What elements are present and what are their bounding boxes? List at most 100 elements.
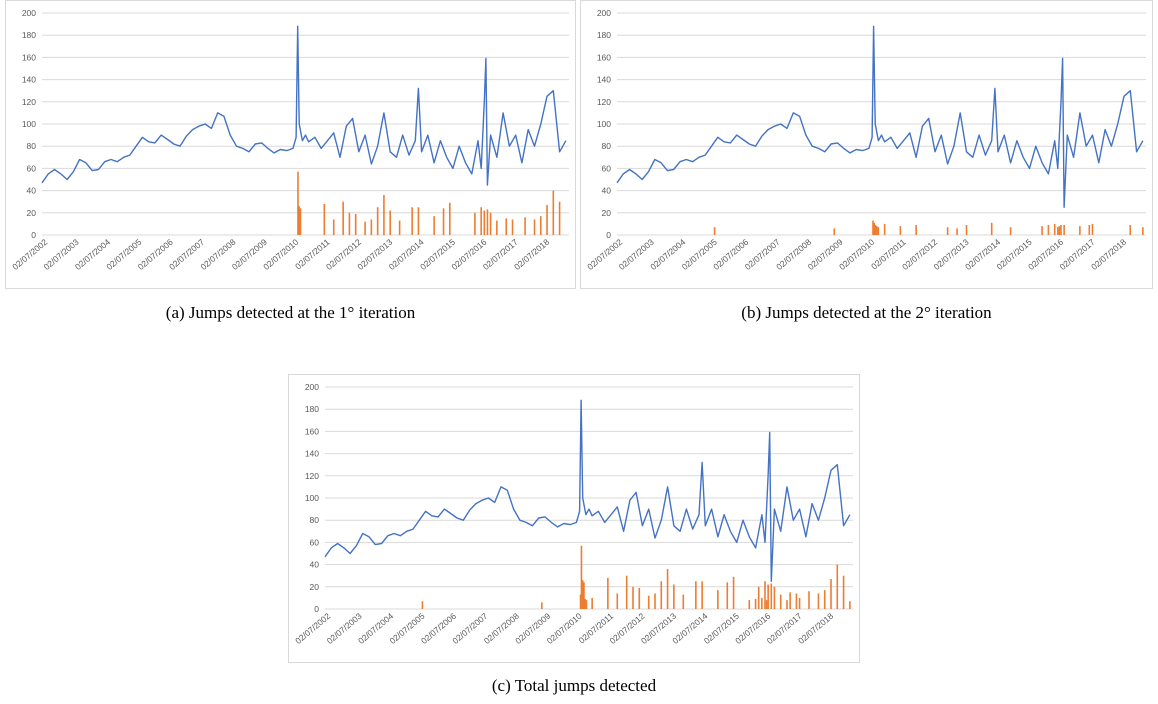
y-tick-label: 140 (597, 75, 611, 85)
chart-panel-a: 0 20 40 60 80 100 120 140 160 180 200 02/07/2002 02/… (5, 0, 576, 289)
jump-bar (795, 593, 798, 609)
jump-bar (480, 207, 482, 235)
jump-bar (1088, 225, 1091, 235)
jump-bar (899, 226, 902, 235)
jump-bar (298, 206, 301, 235)
jump-bar (433, 216, 435, 235)
jump-bar (849, 601, 851, 609)
y-tick-label: 180 (597, 30, 611, 40)
jump-bar (398, 220, 401, 235)
jump-bar (332, 219, 335, 235)
y-tick-label: 60 (27, 163, 37, 173)
jump-bar (754, 599, 757, 609)
y-tick-label: 200 (305, 382, 319, 392)
jump-bar (524, 217, 526, 235)
y-tick-label: 0 (314, 604, 319, 614)
jump-bar (833, 228, 836, 235)
jump-bar (585, 600, 588, 609)
jump-bar (872, 220, 874, 235)
jump-bar (874, 225, 877, 235)
jump-bar (552, 190, 555, 235)
jump-bar (1053, 223, 1056, 235)
jump-bar (695, 581, 697, 609)
y-tick-label: 80 (602, 141, 612, 151)
y-tick-label: 200 (22, 8, 36, 18)
y-tick-label: 40 (27, 186, 37, 196)
jump-bar (1142, 227, 1144, 235)
jump-bar (764, 581, 766, 609)
jump-bar (584, 599, 587, 609)
chart-a-svg: 02040608010012014016018020002/07/200202/… (10, 8, 569, 272)
y-tick-label: 140 (305, 449, 319, 459)
jump-bar (1009, 227, 1012, 235)
jump-bar (673, 584, 675, 609)
jump-bar (842, 575, 845, 609)
jump-bar (511, 219, 514, 235)
caption-b: (b) Jumps detected at the 2° iteration (741, 303, 992, 322)
jump-bar (632, 586, 634, 609)
jump-bar (299, 208, 302, 235)
jump-bar (726, 582, 729, 609)
jump-bar (823, 590, 826, 609)
jump-bar (591, 597, 593, 609)
jump-bar (607, 577, 609, 609)
y-tick-label: 200 (597, 8, 611, 18)
chart-panel-c: 0 20 40 60 80 100 120 140 160 180 200 02/07/2002 02/… (288, 374, 860, 663)
jump-bar (616, 593, 619, 609)
jump-bar (546, 205, 548, 235)
jump-bar (376, 207, 379, 235)
jump-bar (713, 227, 716, 235)
jump-bar (1041, 226, 1043, 235)
jump-bar (297, 171, 299, 235)
jump-bar (389, 210, 391, 235)
jump-bar (1057, 227, 1059, 235)
jump-bar (539, 216, 542, 235)
jump-bar (489, 212, 492, 235)
y-tick-label: 40 (310, 560, 320, 570)
jump-bar (990, 222, 993, 235)
y-tick-label: 0 (606, 230, 611, 240)
jump-bar (580, 545, 583, 609)
jump-bar (483, 210, 486, 235)
y-tick-label: 40 (602, 186, 612, 196)
jump-bar (581, 580, 584, 609)
jump-bar (817, 593, 820, 609)
jump-bar (1129, 225, 1132, 235)
jump-bar (915, 225, 917, 235)
jump-bar (558, 201, 561, 235)
jump-bar (383, 195, 385, 235)
y-tick-label: 20 (310, 582, 320, 592)
y-tick-label: 160 (597, 52, 611, 62)
y-tick-label: 100 (597, 119, 611, 129)
jump-bar (496, 220, 498, 235)
jump-bar (770, 583, 773, 609)
jump-bar (773, 586, 776, 609)
jump-bar (421, 601, 424, 609)
jump-bar (757, 586, 760, 609)
y-tick-label: 120 (305, 471, 319, 481)
y-tick-label: 0 (31, 230, 36, 240)
jump-bar (505, 218, 508, 235)
x-tick-label: 02/07/2018 (796, 611, 835, 646)
caption-a: (a) Jumps detected at the 1° iteration (165, 303, 416, 322)
jump-bar (442, 208, 445, 235)
jump-bar (786, 600, 788, 609)
jump-bar (779, 594, 782, 609)
chart-b-svg: 02040608010012014016018020002/07/200202/… (585, 8, 1146, 272)
y-tick-label: 160 (305, 426, 319, 436)
jump-bar (660, 581, 663, 609)
jump-bar (625, 575, 628, 609)
jump-bar (364, 221, 366, 235)
jump-bar (342, 201, 344, 235)
jump-bar (836, 564, 839, 609)
jump-bar (1079, 226, 1081, 235)
jump-bar (875, 226, 878, 235)
jump-bar (873, 222, 876, 235)
y-tick-label: 120 (597, 97, 611, 107)
jump-bar (877, 227, 880, 235)
jump-bar (946, 227, 949, 235)
jump-bar (583, 582, 585, 609)
x-tick-label: 02/07/2018 (1089, 237, 1128, 272)
jump-bar (474, 212, 476, 235)
jump-bar (647, 595, 650, 609)
